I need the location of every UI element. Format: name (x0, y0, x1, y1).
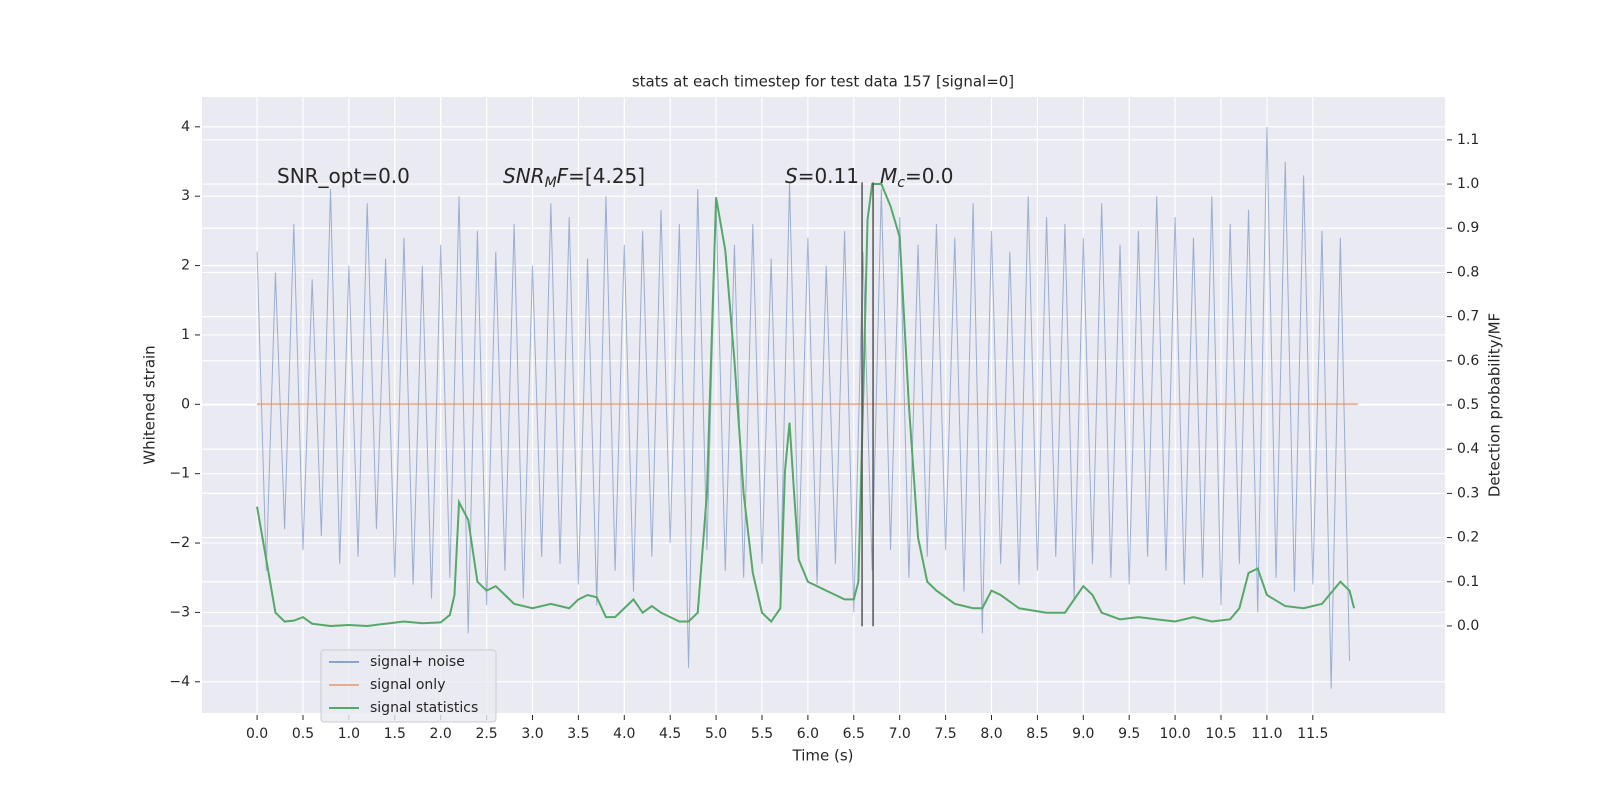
annotation-part: =0.0 (905, 164, 954, 188)
x-tick-label: 6.0 (797, 726, 819, 742)
x-tick-label: 11.5 (1297, 726, 1328, 742)
y2-tick-label: 0.6 (1457, 353, 1479, 369)
x-tick-label: 9.0 (1072, 726, 1094, 742)
annotation-part: S (785, 164, 798, 188)
y2-tick-label: 0.2 (1457, 530, 1479, 546)
annotation-part: SNR (503, 164, 545, 188)
x-tick-label: 3.5 (567, 726, 589, 742)
x-tick-label: 4.0 (613, 726, 635, 742)
x-tick-label: 10.5 (1205, 726, 1236, 742)
y-axis-label: Whitened strain (141, 345, 159, 464)
x-tick-label: 1.5 (384, 726, 406, 742)
annotation: S=0.11 (785, 164, 859, 188)
y2-tick-label: 0.8 (1457, 264, 1479, 280)
series-line (256, 126, 1351, 689)
x-tick-label: 2.5 (475, 726, 497, 742)
x-tick-label: 2.0 (430, 726, 452, 742)
annotation-part: SNR_opt=0.0 (277, 164, 410, 188)
x-tick-label: 7.0 (889, 726, 911, 742)
x-tick-label: 8.0 (980, 726, 1002, 742)
x-tick-label: 11.0 (1251, 726, 1282, 742)
y-tick-label: −4 (169, 674, 190, 690)
legend-label: signal+ noise (370, 654, 465, 670)
y-tick-label: 3 (181, 188, 190, 204)
x-tick-label: 8.5 (1026, 726, 1048, 742)
x-tick-label: 5.0 (705, 726, 727, 742)
x-tick-label: 0.0 (246, 726, 268, 742)
x-tick-label: 5.5 (751, 726, 773, 742)
annotation-part: c (897, 175, 905, 191)
legend-label: signal only (370, 677, 445, 693)
y-tick-label: 2 (181, 258, 190, 274)
y2-tick-label: 0.0 (1457, 618, 1479, 634)
y2-tick-label: 0.4 (1457, 441, 1479, 457)
y2-tick-label: 0.5 (1457, 397, 1479, 413)
x-tick-label: 7.5 (934, 726, 956, 742)
y2-axis-label: Detection probability/MF (1486, 313, 1504, 497)
annotation: SNRMF=[4.25] (503, 164, 645, 192)
y-tick-label: 4 (181, 119, 190, 135)
y2-tick-label: 0.1 (1457, 574, 1479, 590)
annotation-part: =[4.25] (568, 164, 645, 188)
chart-title: stats at each timestep for test data 157… (632, 73, 1014, 91)
y2-tick-label: 1.0 (1457, 176, 1479, 192)
y-tick-label: 0 (181, 396, 190, 412)
annotation-part: =0.11 (798, 164, 859, 188)
y2-tick-label: 1.1 (1457, 132, 1479, 148)
y2-tick-label: 0.3 (1457, 485, 1479, 501)
legend-label: signal statistics (370, 700, 478, 716)
annotation: Mc=0.0 (880, 164, 954, 192)
y-tick-label: 1 (181, 327, 190, 343)
x-tick-label: 1.0 (338, 726, 360, 742)
legend-box (320, 649, 497, 723)
x-tick-label: 10.0 (1160, 726, 1191, 742)
annotation-part: F (557, 164, 569, 188)
annotation: SNR_opt=0.0 (277, 164, 410, 188)
annotation-part: M (880, 164, 897, 188)
x-tick-label: 4.5 (659, 726, 681, 742)
y2-tick-label: 0.9 (1457, 220, 1479, 236)
y2-tick-label: 0.7 (1457, 309, 1479, 325)
x-tick-label: 9.5 (1118, 726, 1140, 742)
y-tick-label: −3 (169, 604, 190, 620)
annotation-part: M (545, 175, 557, 191)
x-axis-label: Time (s) (792, 747, 854, 765)
x-tick-label: 3.0 (521, 726, 543, 742)
y-tick-label: −2 (169, 535, 190, 551)
y-tick-label: −1 (169, 466, 190, 482)
series-line (256, 183, 1356, 627)
x-tick-label: 0.5 (292, 726, 314, 742)
x-tick-label: 6.5 (843, 726, 865, 742)
